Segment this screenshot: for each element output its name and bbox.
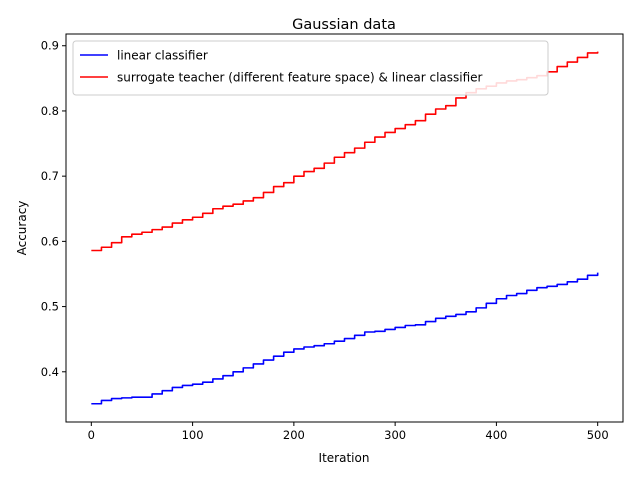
x-tick-label-5: 500 — [587, 428, 609, 442]
y-tick-label-0: 0.4 — [41, 365, 59, 379]
legend-label-0: linear classifier — [117, 49, 208, 63]
x-tick-label-4: 400 — [485, 428, 507, 442]
y-axis-label: Accuracy — [15, 201, 29, 256]
legend-label-1: surrogate teacher (different feature spa… — [117, 71, 483, 85]
chart-title: Gaussian data — [292, 17, 396, 33]
ticks-layer: 0 100 200 300 400 500 0.4 0.5 0.6 0.7 0.8 0.9 — [41, 39, 609, 442]
y-tick-label-4: 0.8 — [41, 104, 59, 118]
legend: linear classifier surrogate teacher (diff… — [72, 40, 549, 96]
y-tick-label-1: 0.5 — [41, 300, 59, 314]
x-tick-label-3: 300 — [384, 428, 406, 442]
y-tick-label-5: 0.9 — [41, 39, 59, 53]
x-tick-label-2: 200 — [283, 428, 305, 442]
series-line-0 — [91, 272, 599, 405]
x-tick-label-1: 100 — [182, 428, 204, 442]
y-tick-label-3: 0.7 — [41, 169, 59, 183]
legend-box — [72, 40, 549, 96]
x-axis-label: Iteration — [319, 451, 370, 465]
axes-frame — [65, 33, 624, 423]
y-tick-label-2: 0.6 — [41, 234, 59, 248]
x-tick-label-0: 0 — [88, 428, 95, 442]
